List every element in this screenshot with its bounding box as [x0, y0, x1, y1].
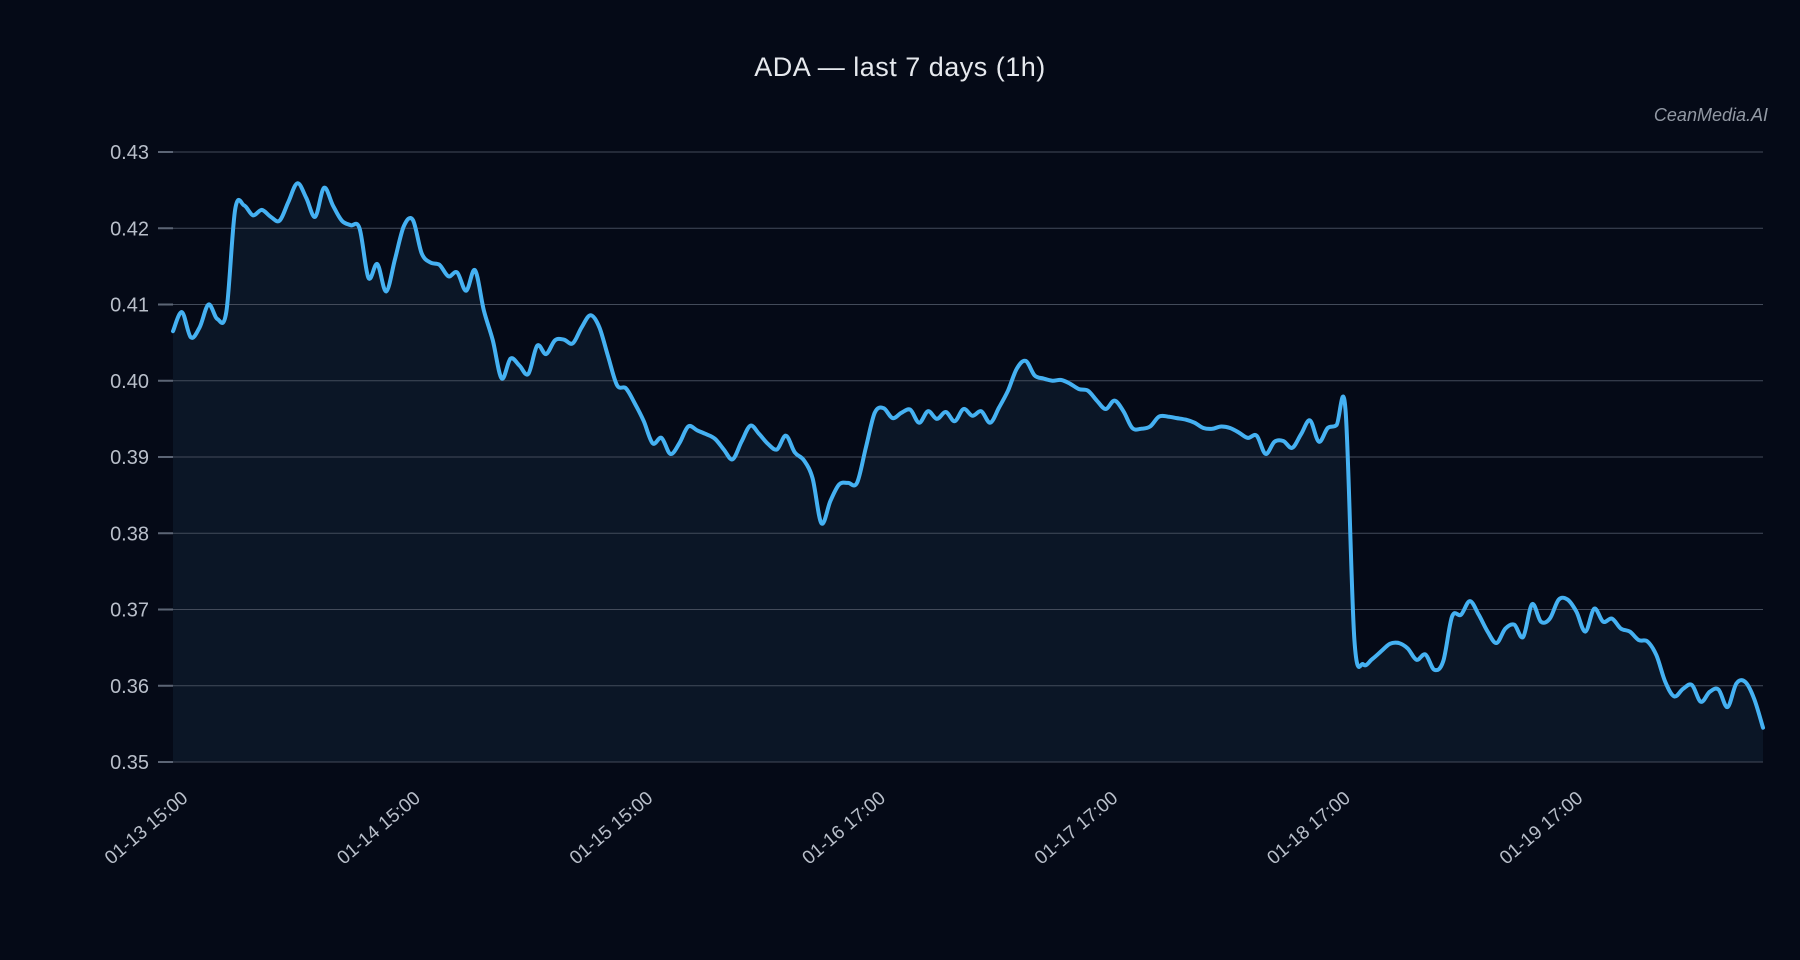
y-tick-label: 0.35	[110, 752, 149, 774]
chart-title: ADA — last 7 days (1h)	[754, 52, 1046, 82]
x-tick-label: 01-14 15:00	[333, 788, 424, 869]
y-tick-label: 0.41	[110, 295, 149, 317]
watermark-label: CeanMedia.AI	[1654, 105, 1768, 125]
y-axis-labels: 0.35 0.36 0.37 0.38 0.39 0.40 0.41 0.42 0.43	[110, 142, 149, 774]
x-tick-label: 01-17 17:00	[1031, 788, 1122, 869]
x-axis-labels: 01-13 15:00 01-14 15:00 01-15 15:00 01-16 1…	[101, 788, 1587, 869]
x-tick-label: 01-19 17:00	[1496, 788, 1587, 869]
y-tick-label: 0.37	[110, 600, 149, 622]
price-line-layer	[171, 181, 1765, 730]
y-tick-label: 0.36	[110, 676, 149, 698]
price-line	[171, 181, 1765, 730]
y-tick-label: 0.42	[110, 218, 149, 240]
gridline-layer	[158, 151, 1763, 763]
x-tick-label: 01-13 15:00	[101, 788, 192, 869]
area-fill-layer	[173, 183, 1763, 763]
y-tick-label: 0.43	[110, 142, 149, 164]
x-tick-label: 01-18 17:00	[1263, 788, 1354, 869]
x-tick-label: 01-16 17:00	[799, 788, 890, 869]
area-fill	[173, 183, 1763, 763]
y-tick-label: 0.38	[110, 523, 149, 545]
y-tick-label: 0.39	[110, 447, 149, 469]
x-tick-label: 01-15 15:00	[566, 788, 657, 869]
y-tick-label: 0.40	[110, 371, 149, 393]
